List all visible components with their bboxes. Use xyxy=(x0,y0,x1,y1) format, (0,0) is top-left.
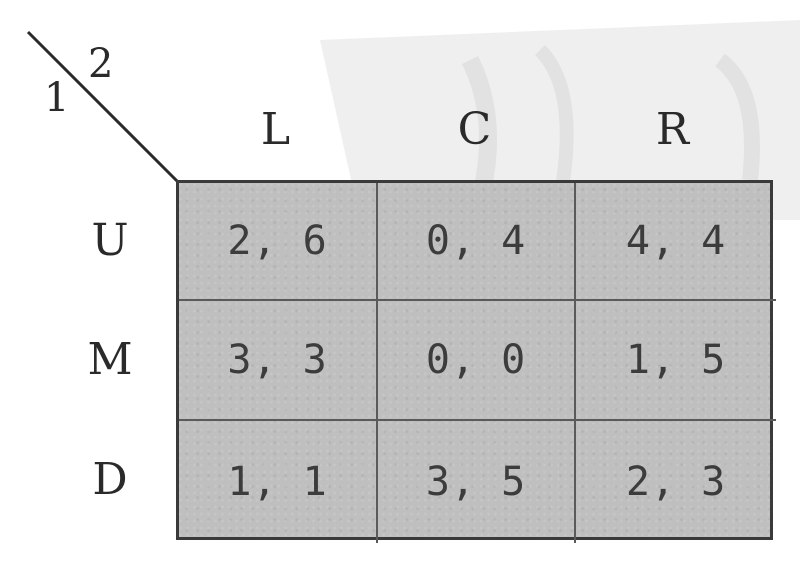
column-header-1: L xyxy=(260,104,291,155)
column-player-label: 2 xyxy=(88,41,114,87)
payoff-cell-M-L: 3, 3 xyxy=(179,301,378,421)
row-header-2: M xyxy=(87,334,133,385)
payoff-cell-U-C: 0, 4 xyxy=(378,183,576,301)
row-player-label: 1 xyxy=(44,75,70,121)
payoff-cell-M-C: 0, 0 xyxy=(378,301,576,421)
payoff-cell-U-L: 2, 6 xyxy=(179,183,378,301)
column-header-3: R xyxy=(655,104,690,155)
row-header-1: U xyxy=(91,215,129,266)
corner-divider xyxy=(26,30,180,184)
payoff-matrix: 2, 6 0, 4 4, 4 3, 3 0, 0 1, 5 1, 1 3, 5 … xyxy=(176,180,776,543)
payoff-cell-U-R: 4, 4 xyxy=(576,183,776,301)
payoff-cell-D-R: 2, 3 xyxy=(625,459,727,505)
payoff-cell-D-C: 3, 5 xyxy=(378,421,576,543)
payoff-cell-M-R: 1, 5 xyxy=(576,301,776,421)
column-header-2: C xyxy=(457,104,492,155)
payoff-cell-D-L: 1, 1 xyxy=(179,421,378,543)
row-header-3: D xyxy=(92,454,128,505)
